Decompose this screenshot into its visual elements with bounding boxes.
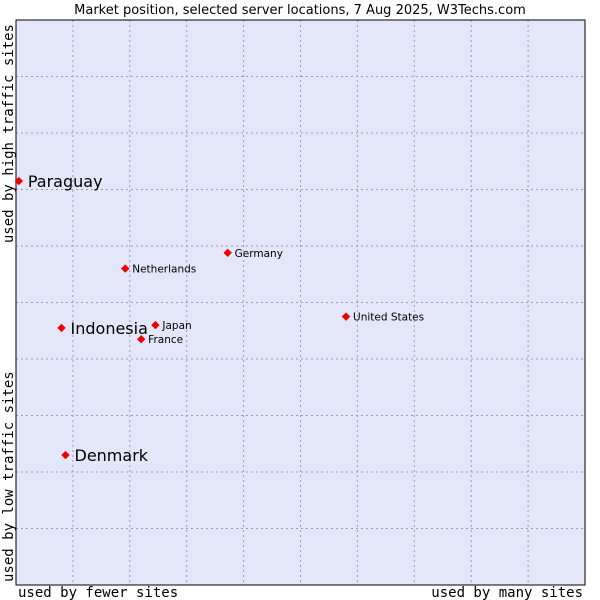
point-united-states: United States [341,312,424,324]
point-paraguay: Paraguay [14,172,103,191]
point-marker [14,176,24,186]
chart-title: Market position, selected server locatio… [74,3,526,18]
x-axis-label-right: used by many sites [431,585,583,600]
point-netherlands: Netherlands [121,264,196,276]
data-points: Paraguay Indonesia Denmark Netherlands Germa… [14,172,424,465]
point-france: France [136,334,183,346]
point-marker [57,323,66,333]
point-germany: Germany [223,248,283,260]
point-denmark: Denmark [61,446,149,465]
point-label: Paraguay [28,172,103,191]
y-axis-label-bottom: used by low traffic sites [1,371,17,582]
y-axis-label-top: used by high traffic sites [1,24,17,243]
plot-border [15,19,586,586]
point-japan: Japan [151,320,192,332]
point-label: Indonesia [71,319,148,338]
point-label: Japan [161,320,191,332]
point-label: United States [353,312,424,324]
point-marker [61,450,70,460]
point-label: Germany [235,248,283,260]
grid-lines [16,20,585,585]
point-marker [341,312,351,321]
point-marker [151,320,160,330]
point-label: Denmark [75,446,149,465]
x-axis-label-left: used by fewer sites [18,585,178,600]
point-label: Netherlands [132,264,196,276]
point-marker [121,264,130,273]
point-marker [136,335,146,344]
point-label: France [148,334,183,346]
point-indonesia: Indonesia [57,319,148,338]
point-marker [223,248,232,257]
